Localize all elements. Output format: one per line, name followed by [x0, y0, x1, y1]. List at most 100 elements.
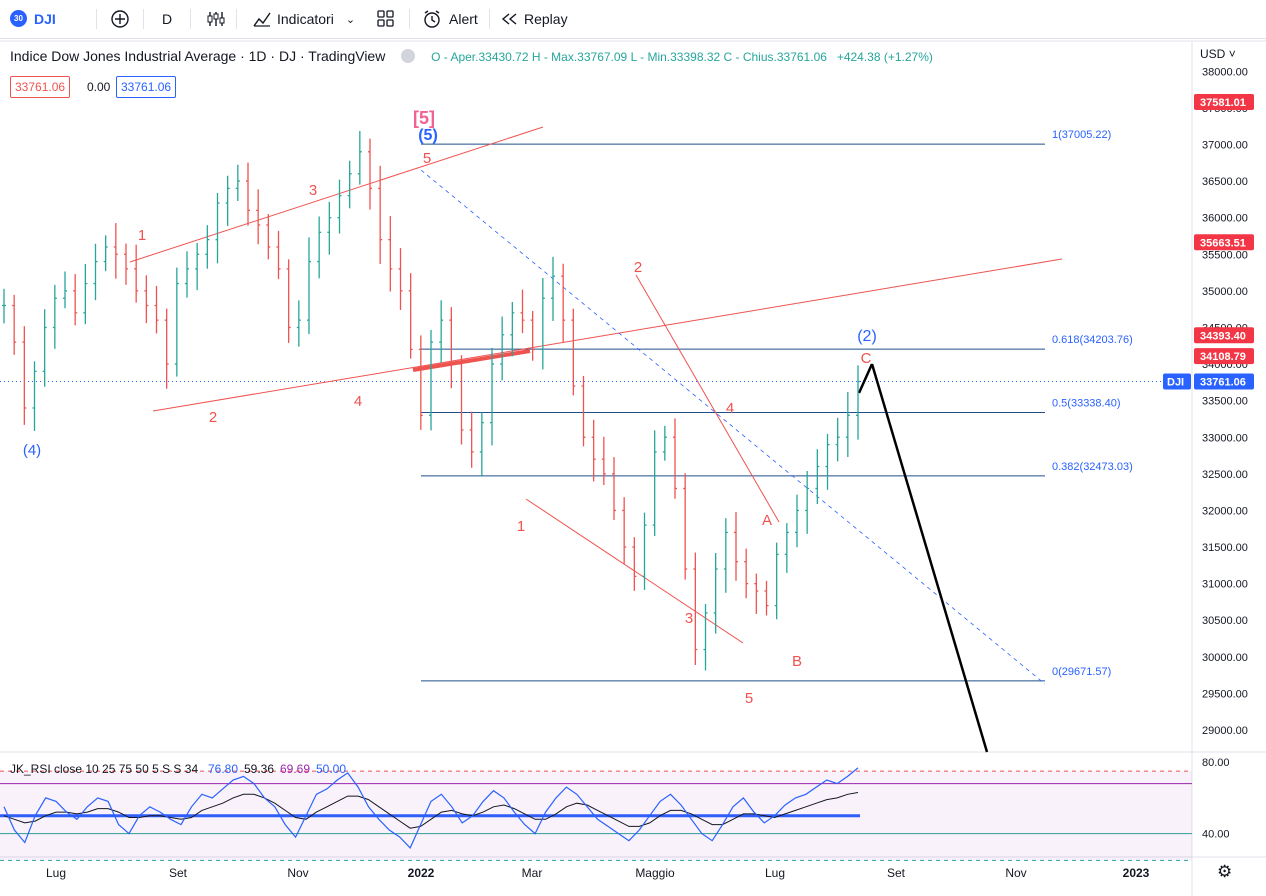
toolbar-divider — [190, 9, 191, 29]
highlight-line — [412, 349, 531, 372]
sell-price-box[interactable]: 33761.06 — [10, 76, 71, 98]
indicators-icon — [253, 12, 271, 27]
wave-label: C — [861, 350, 872, 367]
y-tick-label: 29500.00 — [1202, 688, 1248, 700]
rsi-value: 50.00 — [316, 762, 346, 776]
price-tag-label: 35663.51 — [1200, 237, 1246, 249]
drawings — [0, 126, 1192, 861]
price-tag-label: 33761.06 — [1200, 377, 1246, 389]
rsi-band — [0, 771, 1192, 861]
y-tick-label: 37000.00 — [1202, 139, 1248, 151]
channel-lower — [152, 258, 1063, 412]
fib-label: 0(29671.57) — [1052, 666, 1111, 678]
y-tick-label: 34500.00 — [1202, 322, 1248, 334]
symbol-tag-label: DJI — [1167, 377, 1184, 389]
symbol-badge[interactable]: 30 — [10, 10, 27, 27]
y-tick-label: 32000.00 — [1202, 505, 1248, 517]
settings-gear-icon[interactable]: ⚙ — [1217, 862, 1233, 881]
indicators-label: Indicatori — [277, 11, 334, 27]
rsi-title: JK_RSI close 10 25 75 50 5 S S 34 — [10, 762, 198, 776]
y-tick-label: 32500.00 — [1202, 469, 1248, 481]
wave-label: 1 — [517, 518, 525, 535]
wave-channel-low — [525, 498, 744, 644]
interval-button[interactable]: D — [162, 11, 173, 27]
y-tick-label: 35500.00 — [1202, 249, 1248, 261]
x-tick-label: Set — [887, 866, 906, 880]
price-tag — [1194, 93, 1254, 110]
y-tick-label: 29000.00 — [1202, 725, 1248, 737]
x-tick-label: Mar — [522, 866, 543, 880]
rsi-value: 59.36 — [244, 762, 274, 776]
x-tick-label: Lug — [765, 866, 785, 880]
add-symbol-button[interactable] — [110, 0, 130, 38]
wave-label: (5) — [418, 127, 438, 144]
y-tick-label: 38000.00 — [1202, 66, 1248, 78]
spread-value: 0.00 — [87, 80, 111, 94]
layout-button[interactable] — [376, 0, 396, 38]
projection-up — [857, 363, 874, 394]
y-tick-label: 35000.00 — [1202, 286, 1248, 298]
x-tick-label: Lug — [46, 866, 66, 880]
symbol-name[interactable]: DJI — [34, 11, 56, 27]
buy-price-box[interactable]: 33761.06 — [116, 76, 177, 98]
y-tick-label: 30500.00 — [1202, 615, 1248, 627]
price-tag-label: 34108.79 — [1200, 351, 1246, 363]
fib-label: 0.5(33338.40) — [1052, 397, 1121, 409]
wave-label: 3 — [685, 610, 693, 627]
y-tick-label: 31000.00 — [1202, 579, 1248, 591]
x-tick-label: Maggio — [635, 866, 675, 880]
ohlc-values: O - Aper.33430.72 H - Max.33767.09 L - M… — [431, 50, 827, 64]
alert-button[interactable]: Alert — [422, 0, 478, 38]
price-series — [2, 131, 860, 671]
grid-layout-icon — [377, 10, 394, 27]
x-tick-label: 2022 — [408, 866, 435, 880]
wave-label: 1 — [138, 227, 146, 244]
x-tick-label: 2023 — [1123, 866, 1150, 880]
channel-upper — [129, 126, 544, 263]
toolbar-divider — [143, 9, 144, 29]
chevron-down-icon[interactable]: ⌄ — [345, 13, 356, 26]
price-tag-label: 34393.40 — [1200, 330, 1246, 342]
price-tag — [1194, 348, 1254, 365]
rsi-value: 69.69 — [280, 762, 310, 776]
y-tick-label: 33500.00 — [1202, 396, 1248, 408]
rsi-tick-label: 80.00 — [1202, 757, 1230, 769]
indicators-button[interactable]: Indicatori ⌄ — [252, 0, 355, 38]
price-tag — [1194, 234, 1254, 251]
wave-label: 5 — [423, 150, 431, 167]
grid-lines — [0, 40, 1266, 896]
dashed-trend — [420, 169, 1046, 685]
y-tick-label: 33000.00 — [1202, 432, 1248, 444]
wave-label: 4 — [726, 400, 734, 417]
replay-label: Replay — [524, 11, 568, 27]
time-axis[interactable]: Lug Set Nov 2022 Mar Maggio Lug Set Nov 2023 — [46, 866, 1150, 880]
y-tick-label: 31500.00 — [1202, 542, 1248, 554]
y-tick-label: 36500.00 — [1202, 176, 1248, 188]
price-tag-label: 37581.01 — [1200, 97, 1246, 109]
currency-label: USD — [1200, 47, 1226, 61]
rsi-tick-label: 40.00 — [1202, 829, 1230, 841]
wave-label: 2 — [209, 409, 217, 426]
wave-label: (2) — [857, 328, 877, 345]
wave-label: [5] — [413, 108, 435, 128]
top-toolbar: 30 DJI D Indicatori ⌄ Alert Replay — [0, 0, 1266, 39]
fib-label: 0.618(34203.76) — [1052, 334, 1133, 346]
replay-button[interactable]: Replay — [500, 0, 568, 38]
y-tick-label: 30000.00 — [1202, 652, 1248, 664]
x-tick-label: Set — [169, 866, 188, 880]
toolbar-divider — [236, 9, 237, 29]
fib-label: 0.382(32473.03) — [1052, 461, 1133, 473]
currency-select[interactable]: USD ˅ — [1200, 47, 1236, 61]
rewind-icon — [501, 13, 517, 25]
wave-channel-high — [635, 274, 780, 523]
dot-icon[interactable] — [401, 49, 416, 63]
chart-type-button[interactable] — [205, 0, 225, 38]
price-axis[interactable]: 38000.00 37500.00 37000.00 36500.00 36000.00… — [1163, 66, 1254, 737]
alert-label: Alert — [449, 11, 478, 27]
chart-title[interactable]: Indice Dow Jones Industrial Average · 1D… — [10, 48, 386, 64]
candles-icon — [207, 12, 225, 26]
projection-down — [870, 363, 989, 753]
price-tag — [1194, 373, 1254, 390]
toolbar-divider — [489, 9, 490, 29]
